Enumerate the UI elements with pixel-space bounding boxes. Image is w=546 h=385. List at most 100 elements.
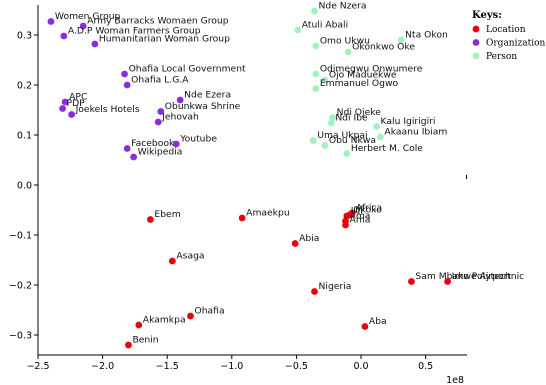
- data-point: [327, 119, 335, 127]
- point-label: Okoko: [353, 205, 382, 216]
- point-label: Akamkpa: [143, 315, 186, 326]
- point-label: Joekels Hotels: [75, 104, 140, 115]
- point-label: Herbert M. Cole: [351, 143, 423, 154]
- data-point: [147, 216, 154, 223]
- point-label: Amaekpu: [246, 208, 290, 219]
- point-label: Akaanu Ibiam: [384, 127, 447, 138]
- point-label: Abia: [299, 233, 319, 244]
- data-point: [125, 341, 132, 349]
- data-point: [397, 36, 405, 44]
- data-point: [168, 257, 176, 265]
- point-label: Ojo Maduekwe: [329, 70, 397, 81]
- y-tick-label: −0.1: [9, 231, 32, 242]
- x-tick-label: −2.0: [91, 361, 114, 372]
- data-point: [344, 48, 352, 56]
- data-point: [123, 145, 131, 152]
- data-point: [91, 40, 99, 48]
- point-label: Obunkwa Shrine: [165, 101, 241, 112]
- data-point: [361, 323, 369, 330]
- axes: −2.5 −2.0 −1.5 −1.0 −0.5 0.0 0.5 1e8 −0.3 −0.2 −0.…: [9, 5, 467, 385]
- legend-marker: [472, 52, 480, 60]
- point-label: Ama: [350, 211, 371, 222]
- data-point: [135, 321, 143, 329]
- data-point: [294, 26, 302, 34]
- x-tick-label: −2.5: [26, 361, 49, 372]
- data-point: [154, 118, 162, 126]
- legend-title: Keys:: [472, 10, 502, 21]
- point-label: Asaga: [176, 251, 204, 262]
- point-label: Uma Ukpai: [317, 130, 367, 141]
- point-label: Youtube: [179, 134, 217, 145]
- data-point: [343, 150, 351, 157]
- legend: Keys: Location Organization Person: [472, 10, 546, 62]
- legend-entry-label: Location: [486, 25, 526, 35]
- point-label: Omo Ukwu: [320, 36, 370, 47]
- point-label: Benin: [132, 335, 158, 346]
- point-label: Nigeria: [319, 281, 352, 292]
- point-label: Jehovah: [161, 112, 199, 123]
- data-point: [61, 98, 69, 106]
- point-label: Nta Okon: [405, 30, 448, 41]
- point-label: Sam Mbakwe Airport: [415, 271, 511, 282]
- legend-marker: [472, 39, 480, 46]
- point-label: Ndi Ojeke: [337, 107, 382, 118]
- y-tick-label: −0.2: [9, 281, 32, 292]
- point-label: Odimegwu Onwumere: [320, 64, 423, 75]
- legend-entry-label: Organization: [486, 39, 546, 49]
- data-point: [444, 278, 452, 285]
- legend-marker: [472, 25, 480, 33]
- data-point: [321, 76, 329, 84]
- data-point: [377, 133, 384, 141]
- data-point: [59, 105, 66, 112]
- data-point: [329, 114, 337, 121]
- point-label: Nde Nzera: [319, 1, 367, 12]
- point-label: Aba: [369, 316, 387, 327]
- data-point: [79, 22, 87, 30]
- data-point: [309, 137, 317, 144]
- point-label: Ohafia Local Government: [129, 64, 246, 75]
- point-label: Ama: [350, 215, 371, 226]
- data-point: [291, 240, 299, 247]
- data-point: [373, 123, 380, 130]
- point-label: Nde Ezera: [184, 90, 231, 101]
- x-tick-label: 0.5: [418, 361, 433, 372]
- point-label: Ndi Ibe: [335, 113, 368, 124]
- point-label: APC: [69, 92, 87, 103]
- point-label: Wikipedia: [138, 147, 183, 158]
- data-point: [157, 108, 165, 115]
- point-label: Kalu Igirigiri: [381, 116, 436, 127]
- point-label: Okonkwo Oke: [352, 42, 415, 53]
- point-label: Humanitarian Woman Group: [99, 34, 230, 45]
- point-label: Atuli Abali: [302, 20, 348, 31]
- x-tick-label: −0.5: [285, 361, 308, 372]
- data-point: [187, 312, 194, 320]
- data-point: [60, 32, 68, 40]
- data-point: [130, 153, 138, 161]
- data-point: [47, 18, 55, 25]
- point-label: Imo Polytechnic: [452, 271, 525, 282]
- data-point: [121, 70, 128, 78]
- x-offset-label: 1e8: [446, 375, 464, 385]
- point-label: Ebem: [154, 209, 180, 220]
- point-label: Ohafia L.G.A: [131, 75, 189, 86]
- point-label: Africa: [356, 203, 382, 214]
- legend-entry-label: Person: [486, 52, 517, 62]
- series-person: Nde Nzera Atuli Abali Nta Okon Omo UkwuOkon…: [294, 1, 448, 157]
- point-label: Obu Nkwa: [329, 135, 376, 146]
- point-label: Ohafia: [194, 306, 224, 317]
- point-label: A.D.P Woman Farmers Group: [68, 26, 201, 37]
- y-tick-label: −0.3: [9, 331, 32, 342]
- data-point: [238, 214, 246, 222]
- data-point: [311, 7, 318, 15]
- point-label: Uli: [351, 206, 363, 217]
- point-label: PDP: [67, 98, 86, 109]
- y-tick-label: 0.3: [17, 31, 32, 42]
- data-point: [123, 81, 131, 89]
- data-point: [311, 288, 318, 295]
- x-tick-label: 0.0: [353, 361, 368, 372]
- x-tick-label: −1.0: [220, 361, 243, 372]
